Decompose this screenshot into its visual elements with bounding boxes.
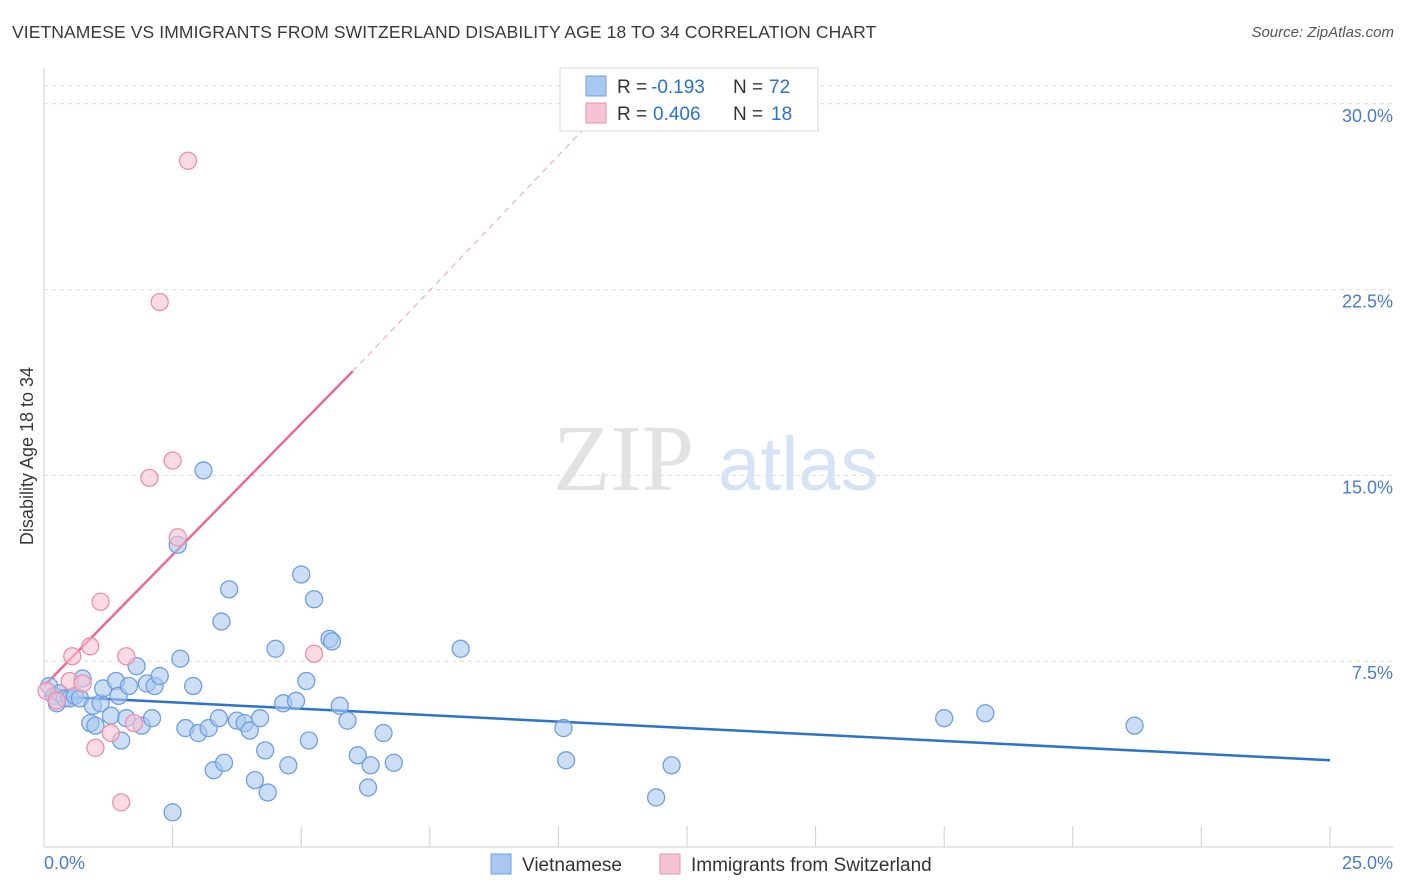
watermark-zip: ZIP <box>553 407 694 511</box>
vietnamese-point-58 <box>348 746 367 765</box>
switzerland-point-3 <box>63 647 82 666</box>
switzerland-point-17 <box>304 644 324 663</box>
vietnamese-point-70 <box>1125 716 1144 735</box>
vietnamese-point-46 <box>266 639 285 658</box>
y-tick-label-0: 7.5% <box>1352 663 1393 683</box>
vietnamese-point-52 <box>299 731 319 750</box>
legend-n-label-switzerland: N = <box>733 104 763 125</box>
y-tick-label-3: 30.0% <box>1342 106 1393 126</box>
legend-r-label-switzerland: R = <box>617 104 647 125</box>
switzerland-trend-line <box>43 370 354 687</box>
x-tick-label-min: 0.0% <box>44 853 85 873</box>
vietnamese-trend-line <box>43 694 1331 762</box>
bottom-swatch-switzerland <box>659 853 681 875</box>
bottom-legend-vietnamese: Vietnamese <box>522 855 622 876</box>
legend-r-label-vietnamese: R = <box>617 77 647 98</box>
switzerland-points <box>37 151 324 812</box>
legend-swatch-switzerland <box>585 102 607 124</box>
switzerland-point-6 <box>86 738 105 758</box>
switzerland-point-8 <box>101 723 121 743</box>
switzerland-trend-extension <box>352 128 585 372</box>
vietnamese-point-66 <box>646 788 666 807</box>
vietnamese-point-36 <box>212 612 231 631</box>
legend-r-value-vietnamese: -0.193 <box>651 77 705 98</box>
y-tick-label-1: 15.0% <box>1342 477 1393 497</box>
series-legend: Vietnamese Immigrants from Switzerland <box>490 853 932 876</box>
vietnamese-point-38 <box>220 580 239 599</box>
switzerland-point-7 <box>91 592 110 611</box>
vietnamese-point-62 <box>384 753 403 772</box>
vietnamese-point-56 <box>330 696 349 715</box>
vietnamese-point-45 <box>258 783 277 802</box>
vietnamese-point-37 <box>214 753 234 772</box>
switzerland-point-13 <box>150 292 169 312</box>
watermark-atlas: atlas <box>718 422 879 507</box>
vietnamese-point-67 <box>662 756 681 775</box>
switzerland-point-4 <box>73 674 92 693</box>
grid-lines <box>44 85 1393 662</box>
vietnamese-point-30 <box>184 676 203 696</box>
vietnamese-point-11 <box>86 716 105 735</box>
vietnamese-point-50 <box>292 565 311 584</box>
switzerland-point-9 <box>112 793 131 812</box>
vietnamese-point-23 <box>142 709 162 728</box>
vietnamese-point-55 <box>322 632 342 651</box>
vietnamese-point-42 <box>245 770 265 790</box>
vietnamese-point-25 <box>150 666 169 686</box>
legend-n-value-switzerland: 18 <box>771 104 792 125</box>
chart-title: VIETNAMESE VS IMMIGRANTS FROM SWITZERLAN… <box>12 22 877 42</box>
vietnamese-point-59 <box>358 778 378 797</box>
vietnamese-point-64 <box>554 718 573 738</box>
stats-legend: R = -0.193 N = 72 R = 0.406 N = 18 <box>559 67 819 132</box>
vietnamese-point-53 <box>304 590 324 609</box>
vietnamese-point-35 <box>209 709 229 728</box>
y-tick-label-2: 22.5% <box>1342 292 1393 312</box>
x-tick-label-max: 25.0% <box>1342 853 1393 873</box>
legend-swatch-vietnamese <box>585 75 607 97</box>
vietnamese-point-49 <box>286 691 306 710</box>
vietnamese-point-61 <box>374 723 393 743</box>
switzerland-point-10 <box>117 647 136 666</box>
vietnamese-point-69 <box>976 704 995 723</box>
vietnamese-point-14 <box>101 706 121 725</box>
source-label: Source: ZipAtlas.com <box>1251 24 1394 41</box>
switzerland-point-15 <box>168 528 187 547</box>
watermark: ZIP atlas <box>553 407 879 511</box>
vietnamese-point-63 <box>451 639 470 658</box>
switzerland-point-12 <box>140 468 159 488</box>
legend-r-value-switzerland: 0.406 <box>653 104 701 125</box>
legend-n-label-vietnamese: N = <box>733 77 763 98</box>
bottom-swatch-vietnamese <box>490 853 512 875</box>
trend-lines <box>43 128 1331 762</box>
vietnamese-point-60 <box>361 756 380 775</box>
switzerland-point-1 <box>47 691 67 710</box>
switzerland-point-5 <box>81 637 100 656</box>
vietnamese-point-57 <box>338 711 357 730</box>
switzerland-point-14 <box>163 451 182 470</box>
vietnamese-point-32 <box>194 461 213 480</box>
switzerland-point-16 <box>178 151 198 170</box>
switzerland-point-11 <box>124 713 144 733</box>
x-tick-marks <box>172 826 1331 847</box>
vietnamese-point-65 <box>556 751 576 770</box>
vietnamese-point-51 <box>297 671 316 691</box>
vietnamese-point-28 <box>171 649 190 668</box>
legend-n-value-vietnamese: 72 <box>769 77 790 98</box>
vietnamese-point-41 <box>240 721 259 740</box>
vietnamese-point-26 <box>163 803 182 822</box>
vietnamese-point-43 <box>250 709 270 728</box>
vietnamese-point-44 <box>256 741 275 760</box>
vietnamese-point-68 <box>935 709 954 728</box>
vietnamese-point-48 <box>279 756 298 775</box>
y-axis-title: Disability Age 18 to 34 <box>17 367 37 545</box>
vietnamese-point-19 <box>119 676 139 696</box>
bottom-legend-switzerland: Immigrants from Switzerland <box>691 855 932 876</box>
y-tick-labels: 7.5% 15.0% 22.5% 30.0% <box>1342 106 1393 683</box>
vietnamese-points <box>39 461 1144 822</box>
